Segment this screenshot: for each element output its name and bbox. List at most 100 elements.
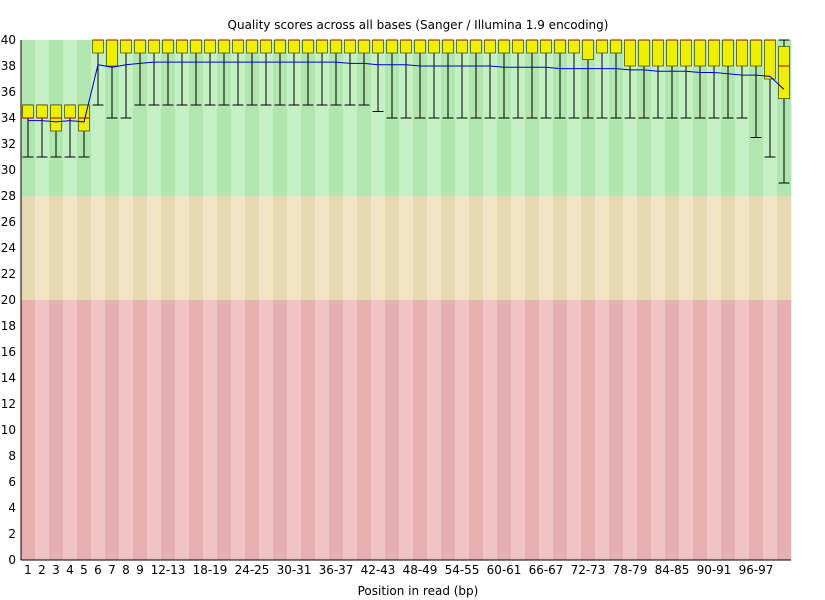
band-poor-stripe — [105, 300, 120, 560]
band-reasonable-stripe — [399, 196, 414, 300]
band-reasonable-stripe — [749, 196, 764, 300]
band-good-stripe — [273, 40, 288, 196]
x-tick-label: 54-55 — [445, 563, 480, 577]
x-axis-label: Position in read (bp) — [358, 584, 479, 598]
band-reasonable-stripe — [77, 196, 92, 300]
band-reasonable-stripe — [217, 196, 232, 300]
band-reasonable-stripe — [581, 196, 596, 300]
band-good-stripe — [301, 40, 316, 196]
iqr-box — [610, 39, 622, 54]
iqr-box — [526, 39, 538, 54]
x-tick-label: 2 — [38, 563, 46, 577]
band-poor-stripe — [273, 300, 288, 560]
y-tick-label: 32 — [1, 137, 16, 151]
x-tick-label: 4 — [66, 563, 74, 577]
band-poor-stripe — [679, 300, 694, 560]
iqr-box — [400, 39, 412, 54]
x-tick-label: 30-31 — [277, 563, 312, 577]
iqr-box — [218, 39, 230, 54]
iqr-box — [442, 39, 454, 54]
iqr-box — [554, 39, 566, 54]
iqr-box — [624, 39, 636, 67]
band-poor-stripe — [553, 300, 568, 560]
iqr-box — [344, 39, 356, 54]
y-tick-label: 2 — [8, 527, 16, 541]
iqr-box — [162, 39, 174, 54]
band-good-stripe — [245, 40, 260, 196]
y-tick-label: 6 — [8, 475, 16, 489]
band-poor-stripe — [35, 300, 50, 560]
band-reasonable-stripe — [49, 196, 64, 300]
y-tick-label: 8 — [8, 449, 16, 463]
iqr-box — [540, 39, 552, 54]
x-tick-label: 90-91 — [697, 563, 732, 577]
iqr-box — [232, 39, 244, 54]
iqr-box — [484, 39, 496, 54]
band-poor-stripe — [483, 300, 498, 560]
y-tick-label: 16 — [1, 345, 16, 359]
band-reasonable-stripe — [497, 196, 512, 300]
band-poor-stripe — [539, 300, 554, 560]
band-reasonable-stripe — [385, 196, 400, 300]
y-tick-label: 20 — [1, 293, 16, 307]
iqr-box — [778, 46, 790, 99]
band-good-stripe — [287, 40, 302, 196]
band-poor-stripe — [413, 300, 428, 560]
iqr-box — [134, 39, 146, 54]
band-poor-stripe — [343, 300, 358, 560]
band-reasonable-stripe — [287, 196, 302, 300]
band-reasonable-stripe — [273, 196, 288, 300]
band-poor-stripe — [623, 300, 638, 560]
band-poor-stripe — [259, 300, 274, 560]
band-poor-stripe — [329, 300, 344, 560]
band-reasonable-stripe — [329, 196, 344, 300]
band-poor-stripe — [595, 300, 610, 560]
iqr-box — [358, 39, 370, 54]
band-poor-stripe — [469, 300, 484, 560]
iqr-box — [470, 39, 482, 54]
band-good-stripe — [343, 40, 358, 196]
band-reasonable-stripe — [665, 196, 680, 300]
y-tick-label: 4 — [8, 501, 16, 515]
band-reasonable-stripe — [427, 196, 442, 300]
band-reasonable-stripe — [469, 196, 484, 300]
band-good-stripe — [175, 40, 190, 196]
band-reasonable-stripe — [413, 196, 428, 300]
x-tick-label: 5 — [80, 563, 88, 577]
iqr-box — [36, 104, 48, 119]
band-reasonable-stripe — [539, 196, 554, 300]
band-reasonable-stripe — [679, 196, 694, 300]
y-tick-label: 0 — [8, 553, 16, 567]
band-good-stripe — [231, 40, 246, 196]
band-reasonable-stripe — [175, 196, 190, 300]
band-reasonable-stripe — [203, 196, 218, 300]
iqr-box — [750, 39, 762, 67]
band-poor-stripe — [693, 300, 708, 560]
band-poor-stripe — [399, 300, 414, 560]
band-reasonable-stripe — [511, 196, 526, 300]
band-poor-stripe — [637, 300, 652, 560]
axes — [20, 40, 791, 561]
band-poor-stripe — [49, 300, 64, 560]
iqr-box — [148, 39, 160, 54]
band-reasonable-stripe — [105, 196, 120, 300]
band-poor-stripe — [721, 300, 736, 560]
band-poor-stripe — [511, 300, 526, 560]
band-reasonable-stripe — [763, 196, 778, 300]
iqr-box — [330, 39, 342, 54]
y-tick-label: 22 — [1, 267, 16, 281]
x-tick-label: 7 — [108, 563, 116, 577]
band-poor-stripe — [609, 300, 624, 560]
x-tick-label: 60-61 — [487, 563, 522, 577]
chart-title: Quality scores across all bases (Sanger … — [228, 18, 609, 32]
iqr-box — [428, 39, 440, 54]
y-tick-label: 40 — [1, 33, 16, 47]
iqr-box — [302, 39, 314, 54]
band-reasonable-stripe — [231, 196, 246, 300]
band-reasonable-stripe — [777, 196, 792, 300]
iqr-box — [176, 39, 188, 54]
band-poor-stripe — [245, 300, 260, 560]
x-tick-label: 6 — [94, 563, 102, 577]
